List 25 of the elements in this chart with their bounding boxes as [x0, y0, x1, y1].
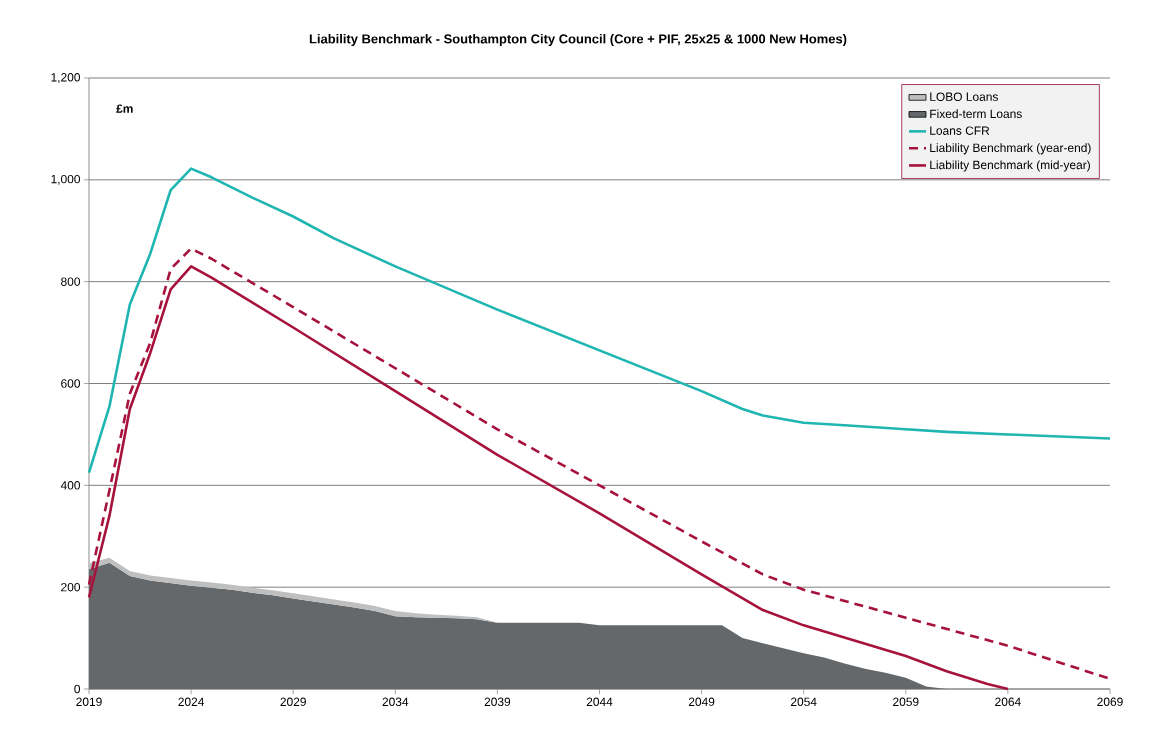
x-tick-label: 2024 [178, 697, 205, 706]
x-tick-label: 2019 [76, 697, 102, 706]
x-tick-label: 2044 [586, 697, 613, 706]
y-tick-label: 400 [60, 481, 81, 490]
x-tick-label: 2039 [484, 697, 511, 706]
legend-label: Liability Benchmark (year-end) [930, 143, 1091, 155]
x-tick-label: 2064 [995, 697, 1021, 706]
x-tick-label: 2054 [790, 697, 817, 706]
chart-title: Liability Benchmark - Southampton City Council (Core + PIF, 25x25 & 1000 New Homes) [309, 33, 847, 47]
legend-label: LOBO Loans [930, 92, 998, 101]
x-tick-label: 2049 [688, 697, 715, 706]
x-tick-label: 2029 [280, 697, 306, 706]
legend-label: Fixed-term Loans [930, 109, 1022, 119]
y-tick-label: 600 [61, 379, 81, 388]
y-tick-label: 800 [61, 277, 81, 286]
y-tick-label: 200 [61, 582, 81, 592]
y-tick-label: 1,200 [51, 73, 81, 83]
legend-label: Liability Benchmark (mid-year) [930, 160, 1090, 172]
y-axis-title: £m [116, 104, 133, 113]
legend-label: Loans CFR [930, 126, 990, 135]
x-tick-label: 2034 [382, 697, 409, 706]
y-tick-label: 1,000 [51, 174, 81, 185]
y-tick-label: 0 [74, 684, 81, 694]
x-tick-label: 2069 [1097, 697, 1123, 706]
x-tick-label: 2059 [893, 697, 919, 706]
